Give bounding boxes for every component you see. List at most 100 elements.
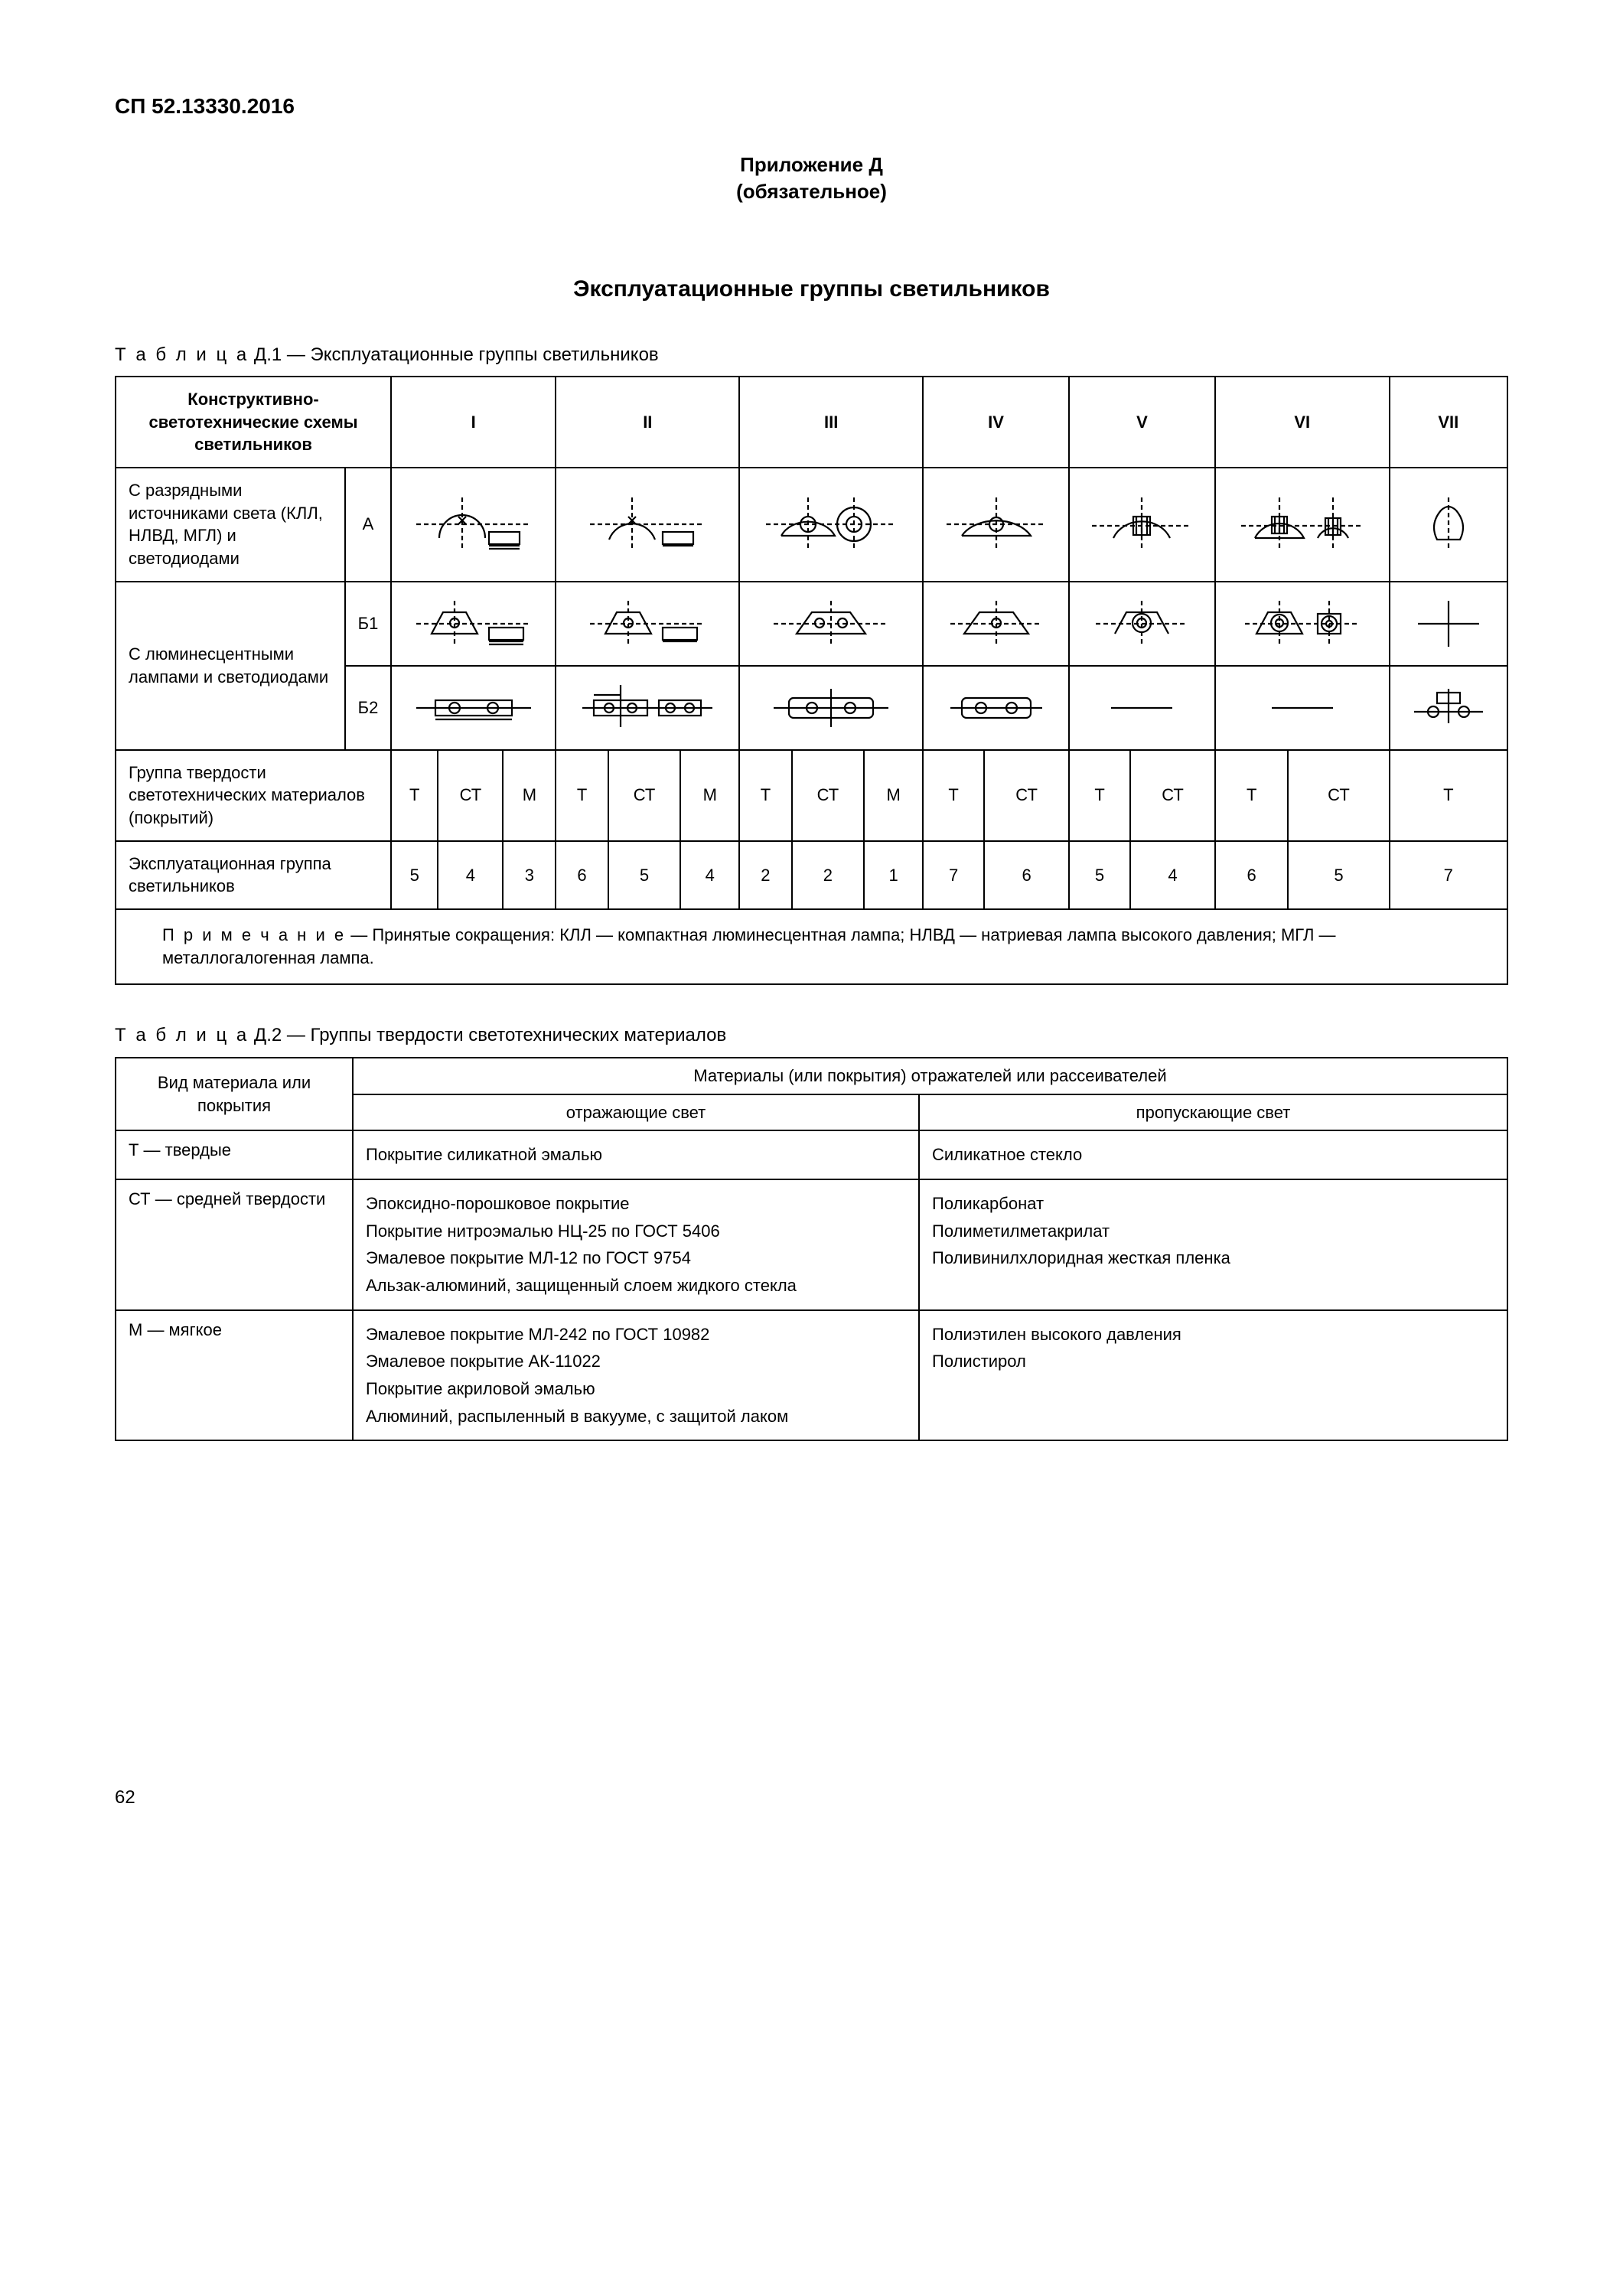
table1: Конструктивно-светотехнические схемы све…: [115, 376, 1508, 985]
t1-h-4: СТ: [608, 750, 681, 841]
t2-transmit-item: Полиметилметакрилат: [932, 1220, 1494, 1243]
t1-b1-3-diagram: [739, 582, 923, 666]
t1-g-8: 1: [864, 841, 923, 909]
t2-reflect-item: Покрытие силикатной эмалью: [366, 1143, 906, 1166]
t2-reflect-item: Эмалевое покрытие АК-11022: [366, 1350, 906, 1373]
table1-header-row: Конструктивно-светотехнические схемы све…: [116, 377, 1507, 468]
t1-hdr-7: VII: [1390, 377, 1507, 468]
t2-reflect: Эпоксидно-порошковое покрытие Покрытие ни…: [353, 1179, 919, 1310]
t1-g-6: 2: [739, 841, 791, 909]
t2-transmit-item: Силикатное стекло: [932, 1143, 1494, 1166]
table1-group-row: Эксплуатационная группа светильников 5 4…: [116, 841, 1507, 909]
table2-row: Т — твердые Покрытие силикатной эмалью Сил…: [116, 1130, 1507, 1179]
t1-b2-2-diagram: [556, 666, 739, 750]
table2-row: М — мягкоеЭмалевое покрытие МЛ-242 по ГО…: [116, 1310, 1507, 1441]
table1-row-b1: С люминесцентными лампами и светодиодами…: [116, 582, 1507, 666]
t2-transmit-item: Поливинилхлоридная жесткая пленка: [932, 1247, 1494, 1270]
t1-note-prefix: П р и м е ч а н и е: [162, 925, 346, 944]
t1-a-6-diagram: [1215, 468, 1390, 582]
t1-h-11: Т: [1069, 750, 1130, 841]
t2-reflect-item: Эпоксидно-порошковое покрытие: [366, 1192, 906, 1215]
t1-g-14: 5: [1288, 841, 1389, 909]
t1-h-10: СТ: [984, 750, 1069, 841]
t1-g-13: 6: [1215, 841, 1288, 909]
t2-reflect: Эмалевое покрытие МЛ-242 по ГОСТ 10982 Эм…: [353, 1310, 919, 1441]
table2-caption: Т а б л и ц а Д.2 — Группы твердости све…: [115, 1023, 1508, 1048]
t1-h-9: Т: [923, 750, 984, 841]
t2-reflect-item: Покрытие нитроэмалью НЦ-25 по ГОСТ 5406: [366, 1220, 906, 1243]
t1-a-4-diagram: [923, 468, 1069, 582]
t1-g-15: 7: [1390, 841, 1507, 909]
t1-hdr-3: III: [739, 377, 923, 468]
t1-rowB-label: С люминесцентными лампами и светодиодами: [116, 582, 345, 750]
t1-g-5: 4: [680, 841, 739, 909]
t1-g-11: 5: [1069, 841, 1130, 909]
t2-hdr-top: Материалы (или покрытия) отражателей или…: [353, 1058, 1507, 1094]
t2-reflect-item: Альзак-алюминий, защищенный слоем жидког…: [366, 1274, 906, 1297]
t1-note: П р и м е ч а н и е — Принятые сокращени…: [116, 909, 1507, 983]
t1-h-2: М: [503, 750, 556, 841]
t1-rowA-code: А: [345, 468, 391, 582]
t1-g-0: 5: [391, 841, 438, 909]
t1-h-8: М: [864, 750, 923, 841]
t1-a-3-diagram: [739, 468, 923, 582]
page-number: 62: [115, 1786, 1508, 1810]
t2-kind: М — мягкое: [116, 1310, 353, 1441]
t1-g-1: 4: [438, 841, 503, 909]
t1-a-1-diagram: [391, 468, 556, 582]
t1-a-2-diagram: [556, 468, 739, 582]
table1-hardness-row: Группа твердости светотехнических матери…: [116, 750, 1507, 841]
t1-b1-2-diagram: [556, 582, 739, 666]
t1-h-3: Т: [556, 750, 608, 841]
t1-b2-4-diagram: [923, 666, 1069, 750]
t1-a-5-diagram: [1069, 468, 1215, 582]
table1-note-row: П р и м е ч а н и е — Принятые сокращени…: [116, 909, 1507, 983]
t1-b2-3-diagram: [739, 666, 923, 750]
t1-b2-7-diagram: [1390, 666, 1507, 750]
table1-caption-rest: Д.1 — Эксплуатационные группы светильник…: [249, 344, 658, 365]
t2-kind: Т — твердые: [116, 1130, 353, 1179]
doc-code: СП 52.13330.2016: [115, 92, 1508, 121]
table2-header-row1: Вид материала или покрытия Материалы (ил…: [116, 1058, 1507, 1094]
t1-g-10: 6: [984, 841, 1069, 909]
t1-a-7-diagram: [1390, 468, 1507, 582]
t2-transmit-item: Полиэтилен высокого давления: [932, 1323, 1494, 1346]
t2-reflect-item: Эмалевое покрытие МЛ-12 по ГОСТ 9754: [366, 1247, 906, 1270]
t1-b2-6-diagram: [1215, 666, 1390, 750]
t2-reflect-item: Эмалевое покрытие МЛ-242 по ГОСТ 10982: [366, 1323, 906, 1346]
t1-h-14: СТ: [1288, 750, 1389, 841]
t1-g-4: 5: [608, 841, 681, 909]
table2-caption-prefix: Т а б л и ц а: [115, 1025, 249, 1045]
t2-transmit-item: Полистирол: [932, 1350, 1494, 1373]
t1-b1-7-diagram: [1390, 582, 1507, 666]
t2-reflect-item: Покрытие акриловой эмалью: [366, 1378, 906, 1401]
t2-kind: СТ — средней твердости: [116, 1179, 353, 1310]
t1-hdr-4: IV: [923, 377, 1069, 468]
t1-b1-1-diagram: [391, 582, 556, 666]
t1-g-12: 4: [1130, 841, 1215, 909]
t1-h-12: СТ: [1130, 750, 1215, 841]
t1-group-label: Эксплуатационная группа светильников: [116, 841, 391, 909]
t1-g-9: 7: [923, 841, 984, 909]
t1-b1-4-diagram: [923, 582, 1069, 666]
t1-b2-5-diagram: [1069, 666, 1215, 750]
table1-caption: Т а б л и ц а Д.1 — Эксплуатационные гру…: [115, 343, 1508, 367]
t2-transmit-item: Поликарбонат: [932, 1192, 1494, 1215]
table1-caption-prefix: Т а б л и ц а: [115, 344, 249, 365]
t1-h-6: Т: [739, 750, 791, 841]
t2-transmit: Полиэтилен высокого давления Полистирол: [919, 1310, 1507, 1441]
t2-transmit: Силикатное стекло: [919, 1130, 1507, 1179]
t1-h-7: СТ: [792, 750, 865, 841]
appendix-header: Приложение Д (обязательное): [115, 152, 1508, 205]
main-title: Эксплуатационные группы светильников: [115, 274, 1508, 305]
t1-rowB2-code: Б2: [345, 666, 391, 750]
t1-h-5: М: [680, 750, 739, 841]
t1-h-15: Т: [1390, 750, 1507, 841]
appendix-line2: (обязательное): [115, 178, 1508, 205]
t1-b1-5-diagram: [1069, 582, 1215, 666]
t1-h-1: СТ: [438, 750, 503, 841]
table2-caption-rest: Д.2 — Группы твердости светотехнических …: [249, 1025, 726, 1045]
t1-hdr-1: I: [391, 377, 556, 468]
t1-hdr-5: V: [1069, 377, 1215, 468]
t1-h-0: Т: [391, 750, 438, 841]
